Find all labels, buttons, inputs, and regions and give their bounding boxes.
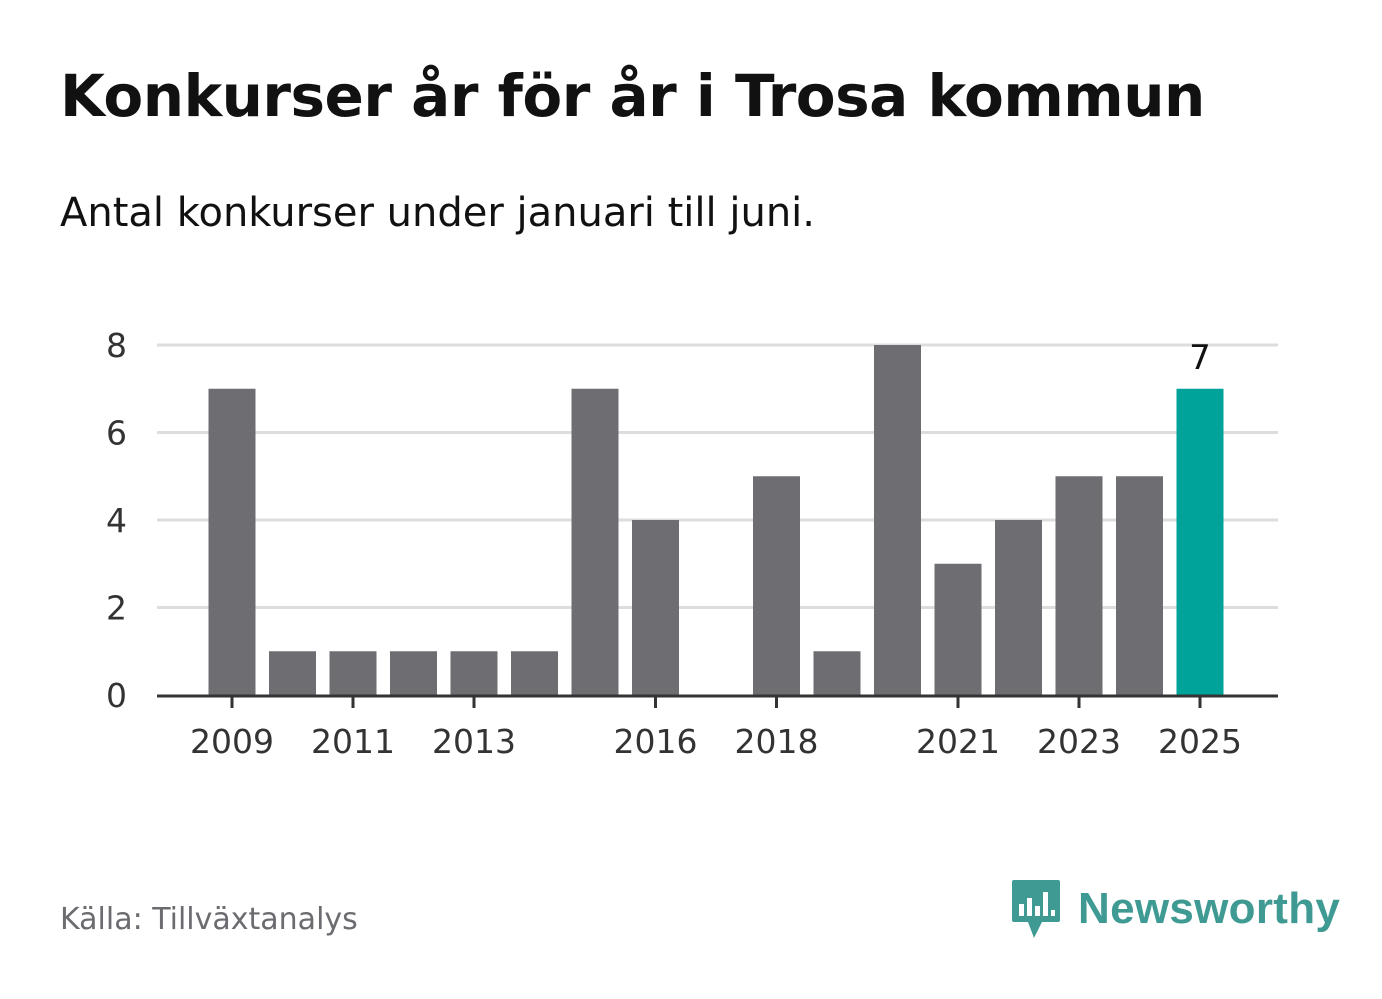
bars xyxy=(208,345,1224,695)
x-tick-label-2023: 2023 xyxy=(1037,722,1121,761)
y-tick-label-8: 8 xyxy=(106,326,127,365)
x-tick-label-2009: 2009 xyxy=(190,722,274,761)
bar-2020 xyxy=(874,345,921,695)
brand-name: Newsworthy xyxy=(1078,884,1341,933)
bar-2021 xyxy=(934,563,982,695)
bar-2018 xyxy=(753,476,800,695)
newsworthy-logo-icon xyxy=(1012,880,1060,938)
y-tick-label-2: 2 xyxy=(106,589,127,628)
bar-2011 xyxy=(329,651,377,695)
grid-lines xyxy=(157,343,1278,609)
bar-2012 xyxy=(390,651,437,695)
x-tick-label-2013: 2013 xyxy=(432,722,516,761)
x-tick-label-2018: 2018 xyxy=(735,722,819,761)
x-tick-label-2011: 2011 xyxy=(311,722,395,761)
bar-2025 xyxy=(1176,388,1224,695)
chart-title: Konkurser år för år i Trosa kommun xyxy=(60,62,1205,130)
x-axis xyxy=(157,694,1278,708)
bar-2015 xyxy=(571,388,619,695)
bar-2009 xyxy=(208,388,256,695)
bar-2010 xyxy=(269,651,316,695)
y-tick-label-4: 4 xyxy=(106,501,127,540)
bar-2023 xyxy=(1055,476,1103,695)
bar-2019 xyxy=(813,651,861,695)
x-tick-label-2025: 2025 xyxy=(1158,722,1242,761)
chart-subtitle: Antal konkurser under januari till juni. xyxy=(60,190,815,236)
bar-2014 xyxy=(511,651,558,695)
bar-2013 xyxy=(450,651,498,695)
bar-2022 xyxy=(995,520,1042,695)
data-label-2025: 7 xyxy=(1189,338,1211,378)
brand-logo: Newsworthy xyxy=(1010,878,1340,940)
bar-2024 xyxy=(1116,476,1163,695)
source-note: Källa: Tillväxtanalys xyxy=(60,902,358,937)
y-tick-label-0: 0 xyxy=(106,676,127,715)
bar-2016 xyxy=(632,520,679,695)
x-tick-label-2021: 2021 xyxy=(916,722,1000,761)
tick-labels: 0 2 4 6 8 7 2009 2011 2013 2016 2018 2021 2023 2025 xyxy=(106,326,1242,761)
y-tick-label-6: 6 xyxy=(106,414,127,453)
x-tick-label-2016: 2016 xyxy=(614,722,698,761)
